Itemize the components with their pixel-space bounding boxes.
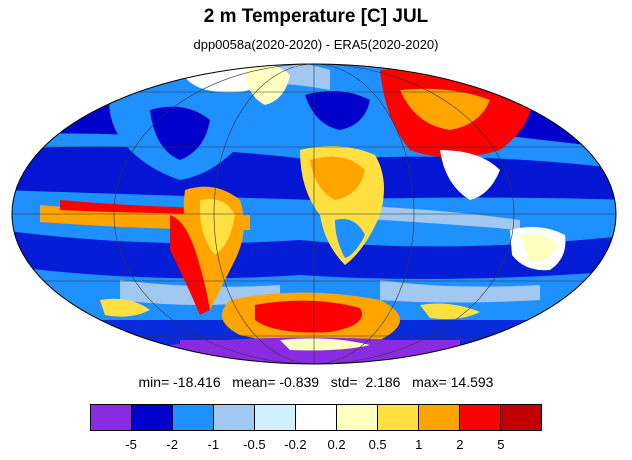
min-label: min= xyxy=(138,374,170,390)
colorbar-tick-label: -0.2 xyxy=(284,437,307,452)
land-anomalies xyxy=(100,64,566,364)
colorbar-swatch xyxy=(296,405,337,430)
plot-title: 2 m Temperature [C] JUL xyxy=(203,6,429,27)
colorbar-swatch xyxy=(501,405,541,430)
std-value: 2.186 xyxy=(365,374,401,390)
mean-label: mean= xyxy=(232,374,276,390)
max-label: max= xyxy=(412,374,447,390)
colorbar-swatch xyxy=(91,405,132,430)
colorbar-tick-label: 0.5 xyxy=(368,437,387,452)
colorbar-swatch xyxy=(173,405,214,430)
colorbar-swatch xyxy=(214,405,255,430)
colorbar-swatch xyxy=(378,405,419,430)
plot-subtitle: dpp0058a(2020-2020) - ERA5(2020-2020) xyxy=(193,37,439,52)
colorbar-tick-label: -0.5 xyxy=(243,437,266,452)
max-value: 14.593 xyxy=(450,374,494,390)
globe-outline xyxy=(11,63,617,365)
colorbar-swatch xyxy=(460,405,501,430)
colorbar-tick-label: 1 xyxy=(415,437,423,452)
colorbar-tick-label: 0.2 xyxy=(327,437,346,452)
min-value: -18.416 xyxy=(173,374,221,390)
statistics-line: min= -18.416 mean= -0.839 std= 2.186 max… xyxy=(0,374,632,390)
colorbar-swatch xyxy=(337,405,378,430)
colorbar xyxy=(90,404,542,431)
map-field xyxy=(12,64,616,364)
colorbar-tick-label: -2 xyxy=(166,437,178,452)
colorbar-tick-label: -5 xyxy=(125,437,137,452)
colorbar-tick-label: -1 xyxy=(207,437,220,452)
colorbar-swatch xyxy=(419,405,460,430)
mean-value: -0.839 xyxy=(279,374,320,390)
graticule xyxy=(12,64,616,364)
std-label: std= xyxy=(330,374,358,390)
colorbar-tick-label: 5 xyxy=(497,437,505,452)
colorbar-tick-label: 2 xyxy=(456,437,464,452)
colorbar-swatch xyxy=(132,405,173,430)
colorbar-swatch xyxy=(255,405,296,430)
